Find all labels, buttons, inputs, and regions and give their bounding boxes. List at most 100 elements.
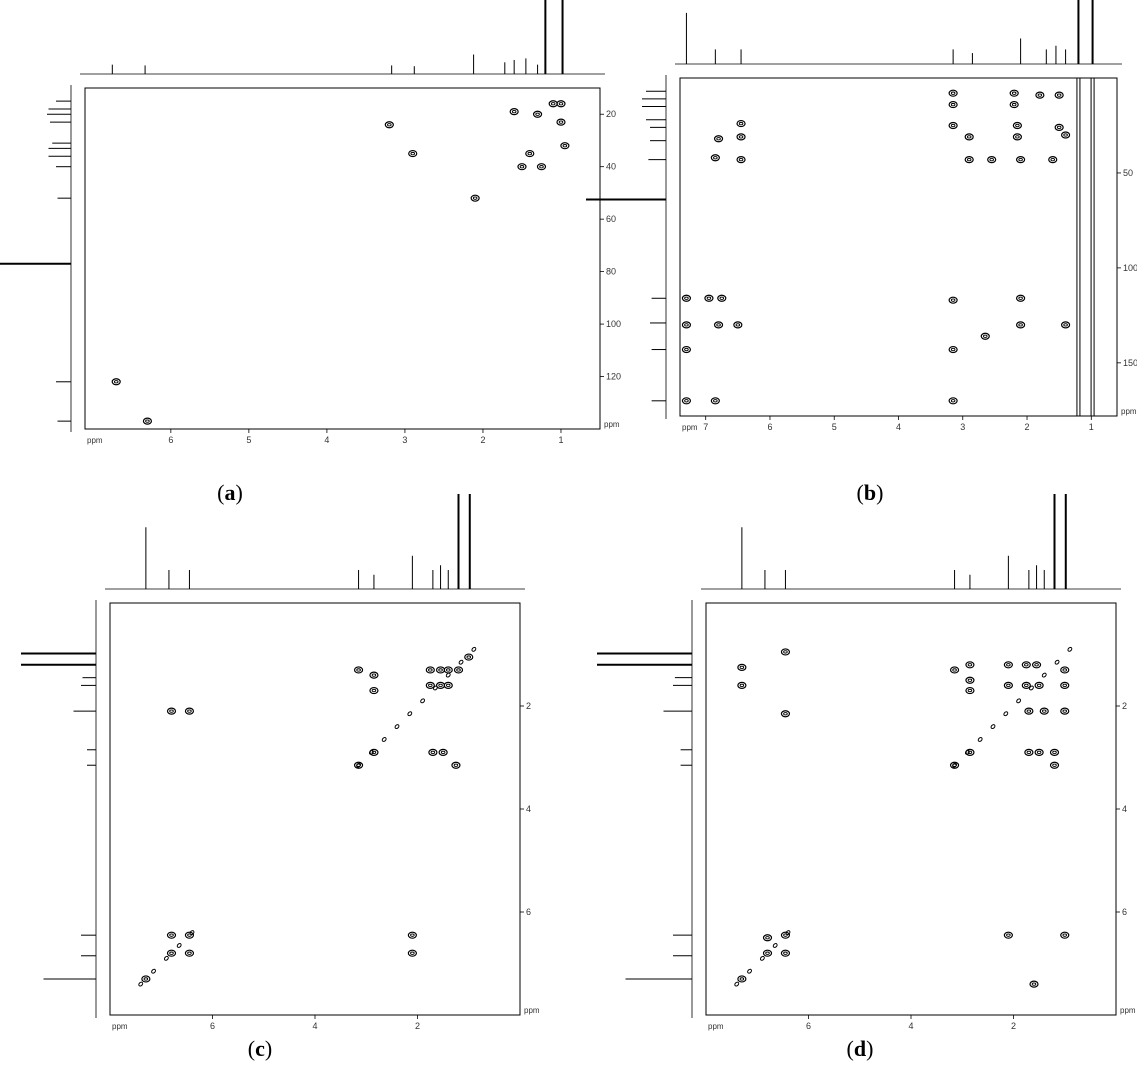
caption-c: (c) — [247, 1036, 273, 1061]
cross-peak-inner — [950, 91, 956, 95]
cross-peak — [548, 100, 558, 108]
x-tick-label: 4 — [908, 1021, 913, 1031]
cross-peak — [780, 710, 791, 718]
x-tick-label: 2 — [1011, 1021, 1016, 1031]
y-axis-label: ppm — [1120, 1006, 1136, 1015]
cross-peak-inner — [430, 750, 436, 754]
cross-peak — [1034, 748, 1044, 756]
y-tick-label: 2 — [1122, 701, 1127, 711]
cross-peak — [987, 156, 997, 164]
cross-peak-inner — [1056, 93, 1062, 97]
cross-peak-inner — [1018, 158, 1023, 162]
cross-peak-inner — [989, 158, 994, 162]
cross-peak-inner — [783, 650, 788, 654]
y-tick-label: 4 — [526, 804, 531, 814]
cross-peak — [425, 681, 435, 690]
y-tick-label: 4 — [1122, 804, 1127, 814]
cross-peak-inner — [1006, 663, 1011, 667]
cross-peak-inner — [967, 678, 973, 682]
cross-peak-inner — [716, 137, 721, 141]
cross-peak-inner — [113, 380, 119, 384]
cross-peak — [780, 648, 791, 656]
cross-peak — [1003, 931, 1013, 939]
plot-frame — [84, 87, 601, 430]
cross-peak-inner — [1062, 709, 1067, 713]
cross-peak — [369, 686, 379, 695]
cross-peak — [1009, 89, 1019, 97]
diagonal-peak — [420, 698, 426, 704]
chart-a: 6 5 4 3 2 1 ppm 20 40 60 80 100 120 ppm — [0, 0, 621, 445]
cross-peak — [681, 345, 692, 354]
cross-peak-inner — [719, 296, 725, 300]
cross-peak-inner — [1063, 133, 1068, 137]
cross-peak — [736, 133, 746, 141]
cross-peak — [451, 761, 461, 769]
cross-peak — [713, 135, 724, 143]
diagonal-peak — [471, 646, 477, 652]
cross-peak — [184, 707, 195, 715]
diagonal-peak — [138, 981, 144, 987]
cross-peak — [681, 321, 692, 329]
cross-peak-inner — [438, 683, 443, 688]
cross-peak — [369, 748, 379, 756]
x-tick-label: 5 — [832, 422, 837, 432]
cross-peak-inner — [371, 688, 377, 693]
cross-peak — [948, 121, 958, 130]
cross-peak — [384, 121, 394, 129]
cross-peak-inner — [966, 158, 972, 162]
cross-peak-inner — [783, 933, 788, 937]
cross-peak — [965, 661, 975, 669]
diagonal-peak — [977, 737, 983, 742]
cross-peak-inner — [187, 709, 192, 713]
cross-peak-inner — [1052, 750, 1057, 754]
x-tick-label: 4 — [896, 422, 901, 432]
cross-peak-inner — [1011, 91, 1017, 95]
diagonal-peak — [176, 943, 182, 948]
x-axis-label: ppm — [708, 1022, 724, 1031]
cross-peak-inner — [684, 347, 689, 352]
diagonal-peak — [381, 737, 387, 742]
cross-peak — [532, 110, 543, 118]
cross-peak — [736, 156, 746, 164]
y-tick-label: 20 — [606, 109, 616, 119]
cross-peak — [443, 681, 453, 690]
cross-peak — [438, 748, 448, 756]
cross-peak — [1009, 100, 1019, 109]
cross-peak — [184, 949, 195, 957]
cross-peak-inner — [983, 334, 988, 338]
x-tick-label: 4 — [312, 1021, 317, 1031]
chart-d: 6 4 2 ppm 2 4 6 ppm — [597, 494, 1136, 1031]
x-tick-label: 4 — [324, 435, 329, 445]
cross-peak-inner — [466, 655, 472, 659]
cross-peak — [1012, 133, 1022, 141]
cross-peak-inner — [519, 165, 525, 169]
x-tick-label: 2 — [480, 435, 485, 445]
cross-peak-inner — [1036, 750, 1042, 754]
cross-peak-inner — [1036, 683, 1042, 688]
x-tick-label: 5 — [246, 435, 251, 445]
cross-peak — [407, 949, 417, 957]
cross-peak — [1021, 661, 1031, 669]
cross-peak — [1054, 91, 1064, 99]
cross-peak-inner — [1056, 125, 1062, 130]
cross-peak-inner — [765, 951, 770, 955]
cross-peak — [1039, 707, 1049, 715]
cross-peak — [556, 100, 566, 108]
cross-peak — [470, 194, 480, 202]
plot-frame — [109, 602, 521, 1016]
x-tick-label: 3 — [960, 422, 965, 432]
cross-peak-inner — [527, 151, 533, 156]
cross-peak — [166, 949, 177, 957]
x-axis-label: ppm — [112, 1022, 128, 1031]
cross-peak — [737, 975, 747, 983]
cross-peak-inner — [738, 135, 744, 139]
cross-peak-inner — [1062, 933, 1067, 937]
x-tick-label: 1 — [1089, 422, 1094, 432]
cross-peak — [1016, 294, 1026, 302]
cross-peak — [509, 108, 519, 116]
cross-peak-inner — [967, 663, 973, 667]
y-tick-label: 60 — [606, 214, 616, 224]
caption-a: (a) — [217, 480, 243, 505]
cross-peak-inner — [713, 156, 718, 160]
